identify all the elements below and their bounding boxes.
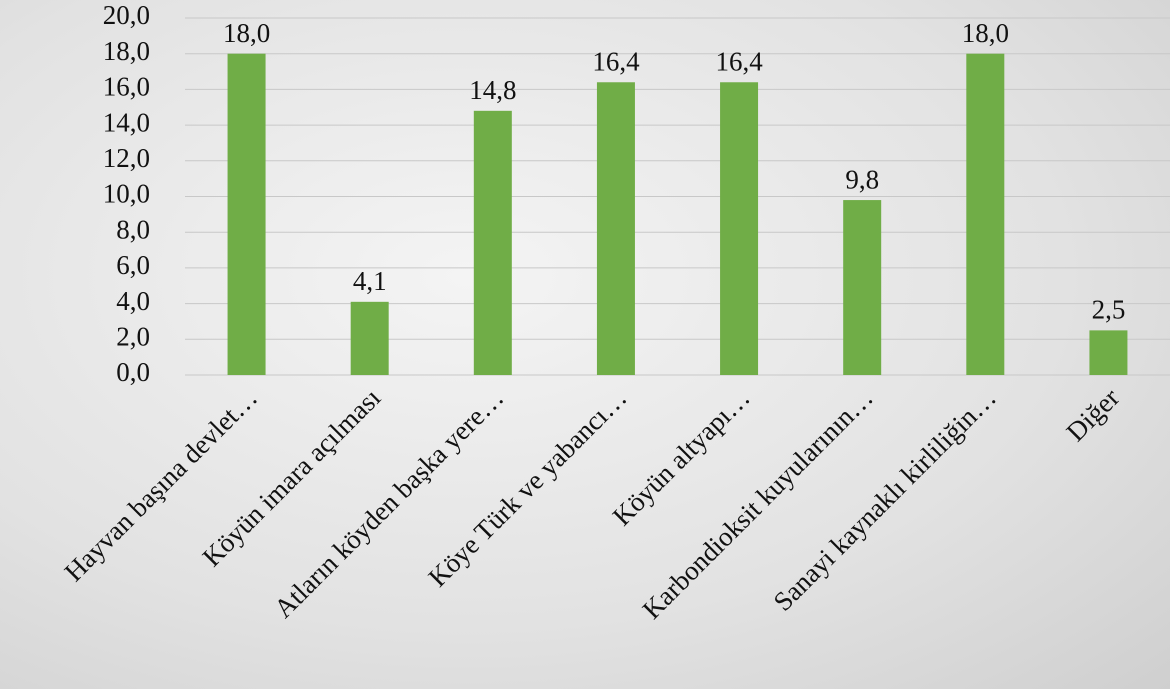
x-tick-label: Köye Türk ve yabancı… xyxy=(422,382,632,592)
bar xyxy=(596,82,635,375)
y-tick-label: 4,0 xyxy=(116,286,150,316)
data-label: 16,4 xyxy=(715,46,763,76)
bar xyxy=(350,301,389,375)
data-label: 14,8 xyxy=(469,75,516,105)
y-tick-label: 0,0 xyxy=(116,357,150,387)
y-tick-label: 14,0 xyxy=(103,107,150,137)
y-tick-label: 2,0 xyxy=(116,322,150,352)
y-tick-label: 18,0 xyxy=(103,36,150,66)
bar xyxy=(843,200,882,375)
x-tick-label: Sanayi kaynaklı kirliliğin… xyxy=(768,382,1002,616)
data-label: 18,0 xyxy=(223,18,270,48)
data-label: 9,8 xyxy=(845,164,879,194)
bar xyxy=(227,53,266,375)
y-tick-label: 20,0 xyxy=(103,0,150,30)
data-label: 2,5 xyxy=(1092,295,1126,325)
bar xyxy=(720,82,759,375)
y-tick-label: 16,0 xyxy=(103,72,150,102)
y-tick-label: 12,0 xyxy=(103,143,150,173)
y-tick-label: 8,0 xyxy=(116,214,150,244)
data-label: 4,1 xyxy=(353,266,387,296)
x-tick-label: Atların köyden başka yere… xyxy=(268,382,509,623)
y-tick-label: 6,0 xyxy=(116,250,150,280)
bar xyxy=(1089,330,1128,375)
bar xyxy=(966,53,1005,375)
y-tick-label: 10,0 xyxy=(103,179,150,209)
data-label: 16,4 xyxy=(592,46,640,76)
x-tick-label: Diğer xyxy=(1060,382,1125,447)
bar xyxy=(473,110,512,375)
x-tick-label: Karbondioksit kuyularının… xyxy=(636,382,878,624)
data-label: 18,0 xyxy=(962,18,1009,48)
